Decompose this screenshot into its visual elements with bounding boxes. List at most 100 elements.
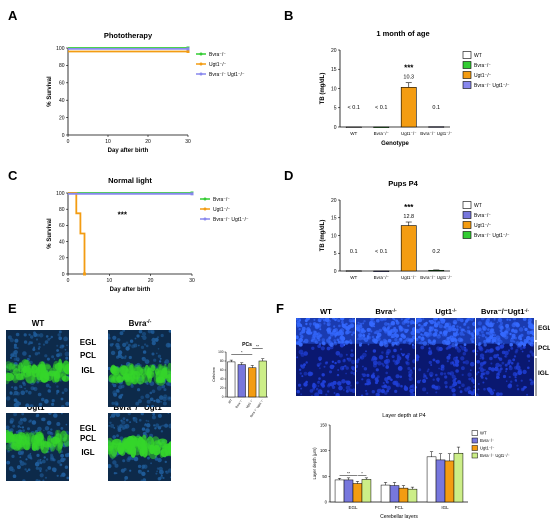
chart-title: Normal light: [108, 176, 152, 185]
y-tick-label: 80: [220, 359, 224, 363]
bar: [334, 479, 345, 503]
micrograph-cells: [476, 318, 534, 396]
legend-marker: [203, 207, 207, 211]
panel-letter-f: F: [276, 301, 284, 316]
layer-label: IGL: [81, 366, 94, 375]
x-axis-label: Genotype: [381, 141, 409, 147]
y-tick-label: 40: [220, 377, 224, 381]
micrograph-e-bvra: [108, 330, 171, 407]
micrograph-title: Bvra-/-: [375, 307, 397, 316]
bar: [428, 269, 445, 272]
bar: [389, 485, 400, 503]
micrograph-e-ugt1: [6, 413, 69, 481]
legend-label: WT: [480, 431, 487, 436]
category-label: Bvra⁻/⁻: [374, 131, 390, 136]
title-base: Bvra: [375, 307, 393, 316]
layer-label: PCL: [80, 351, 96, 360]
micrograph-f-ugt1: [416, 318, 475, 396]
legend-marker: [199, 52, 203, 56]
title-superscript: -/-: [524, 308, 529, 314]
layer-label: EGL: [80, 338, 97, 347]
legend-swatch: [471, 437, 478, 444]
bar: [426, 456, 437, 503]
title-base: Bvra⁻/⁻ Ugt1: [113, 403, 162, 412]
bar: [435, 459, 446, 503]
data-label: < 0.1: [375, 249, 387, 255]
legend-swatch: [462, 71, 472, 79]
y-tick-label: 0: [62, 133, 65, 139]
layer-label: PCL: [538, 345, 550, 352]
legend-label: Bvra⁻/⁻: [480, 438, 494, 443]
legend-swatch: [462, 81, 472, 89]
bar: [352, 483, 363, 503]
legend-marker: [199, 62, 203, 66]
micrograph-title: Bvra-/-: [129, 319, 152, 328]
y-tick-label: 15: [331, 67, 337, 73]
data-label: 0.1: [350, 249, 358, 255]
legend-swatch: [462, 231, 472, 239]
legend-label: WT: [474, 53, 482, 59]
legend-label: Bvra⁻/⁻ Ugt1⁻/⁻: [209, 72, 245, 78]
x-tick-label: 20: [145, 139, 151, 145]
micrograph-f-bvra: [356, 318, 415, 396]
legend-marker: [203, 197, 207, 201]
significance-marker: ***: [118, 210, 128, 219]
y-tick-label: 60: [220, 368, 224, 372]
y-tick-label: 40: [59, 98, 65, 104]
bar: [343, 479, 354, 503]
y-tick-label: 15: [331, 216, 337, 222]
legend-swatch: [462, 51, 472, 59]
bar: [258, 360, 267, 398]
x-axis-label: Day after birth: [110, 287, 151, 293]
category-label: EGL: [348, 505, 358, 510]
y-tick-label: 20: [59, 256, 65, 262]
bar: [400, 87, 417, 128]
micrograph-title: WT: [32, 319, 45, 328]
bar: [361, 479, 372, 503]
panel-letter-a: A: [8, 8, 18, 23]
micrograph-cells: [296, 318, 355, 396]
series-end-marker: [186, 49, 190, 53]
category-label: Bvra⁻/⁻: [234, 398, 243, 409]
significance-marker: ***: [404, 203, 414, 212]
chart-title: Phototherapy: [104, 31, 153, 40]
bar: [373, 126, 390, 128]
y-axis-label: Cells/mm: [212, 367, 216, 382]
y-tick-label: 20: [331, 198, 337, 204]
title-base: WT: [32, 319, 45, 328]
micrograph-cells: [6, 330, 69, 407]
micrograph-canvas: [6, 330, 69, 407]
panel-letter-c: C: [8, 168, 18, 183]
layer-label: IGL: [538, 370, 549, 377]
micrograph-title: WT: [320, 307, 332, 316]
data-label: 0.2: [432, 249, 440, 255]
y-tick-label: 100: [56, 46, 65, 52]
y-tick-label: 20: [331, 48, 337, 54]
y-tick-label: 10: [331, 86, 337, 92]
bar: [237, 364, 246, 398]
legend-swatch: [471, 430, 478, 436]
micrograph-title: Bvra⁻/⁻Ugt1-/-: [481, 307, 529, 316]
significance-marker: **: [347, 470, 351, 475]
micrograph-f-double: [476, 318, 534, 396]
micrograph-canvas: [6, 413, 69, 481]
legend-label: Bvra⁻/⁻ Ugt1⁻/⁻: [474, 83, 510, 89]
data-label: < 0.1: [375, 105, 387, 111]
y-tick-label: 80: [59, 63, 65, 69]
purkinje-cell-band: [108, 362, 171, 386]
micrograph-canvas: [296, 318, 355, 396]
legend-label: Bvra⁻/⁻: [209, 52, 226, 58]
y-axis-label: TB (mg/dL): [320, 73, 326, 105]
data-label: 10.3: [403, 75, 414, 81]
y-tick-label: 40: [59, 239, 65, 245]
series-end-marker: [83, 272, 87, 276]
micrograph-canvas: [416, 318, 475, 396]
bar: [373, 270, 390, 272]
micrograph-title: Ugt1-/-: [435, 307, 457, 316]
legend-label: Ugt1⁻/⁻: [480, 446, 494, 451]
significance-marker: **: [256, 344, 260, 349]
micrograph-canvas: [356, 318, 415, 396]
legend-swatch: [462, 211, 472, 219]
x-axis-label: Cerebellar layers: [380, 514, 418, 520]
